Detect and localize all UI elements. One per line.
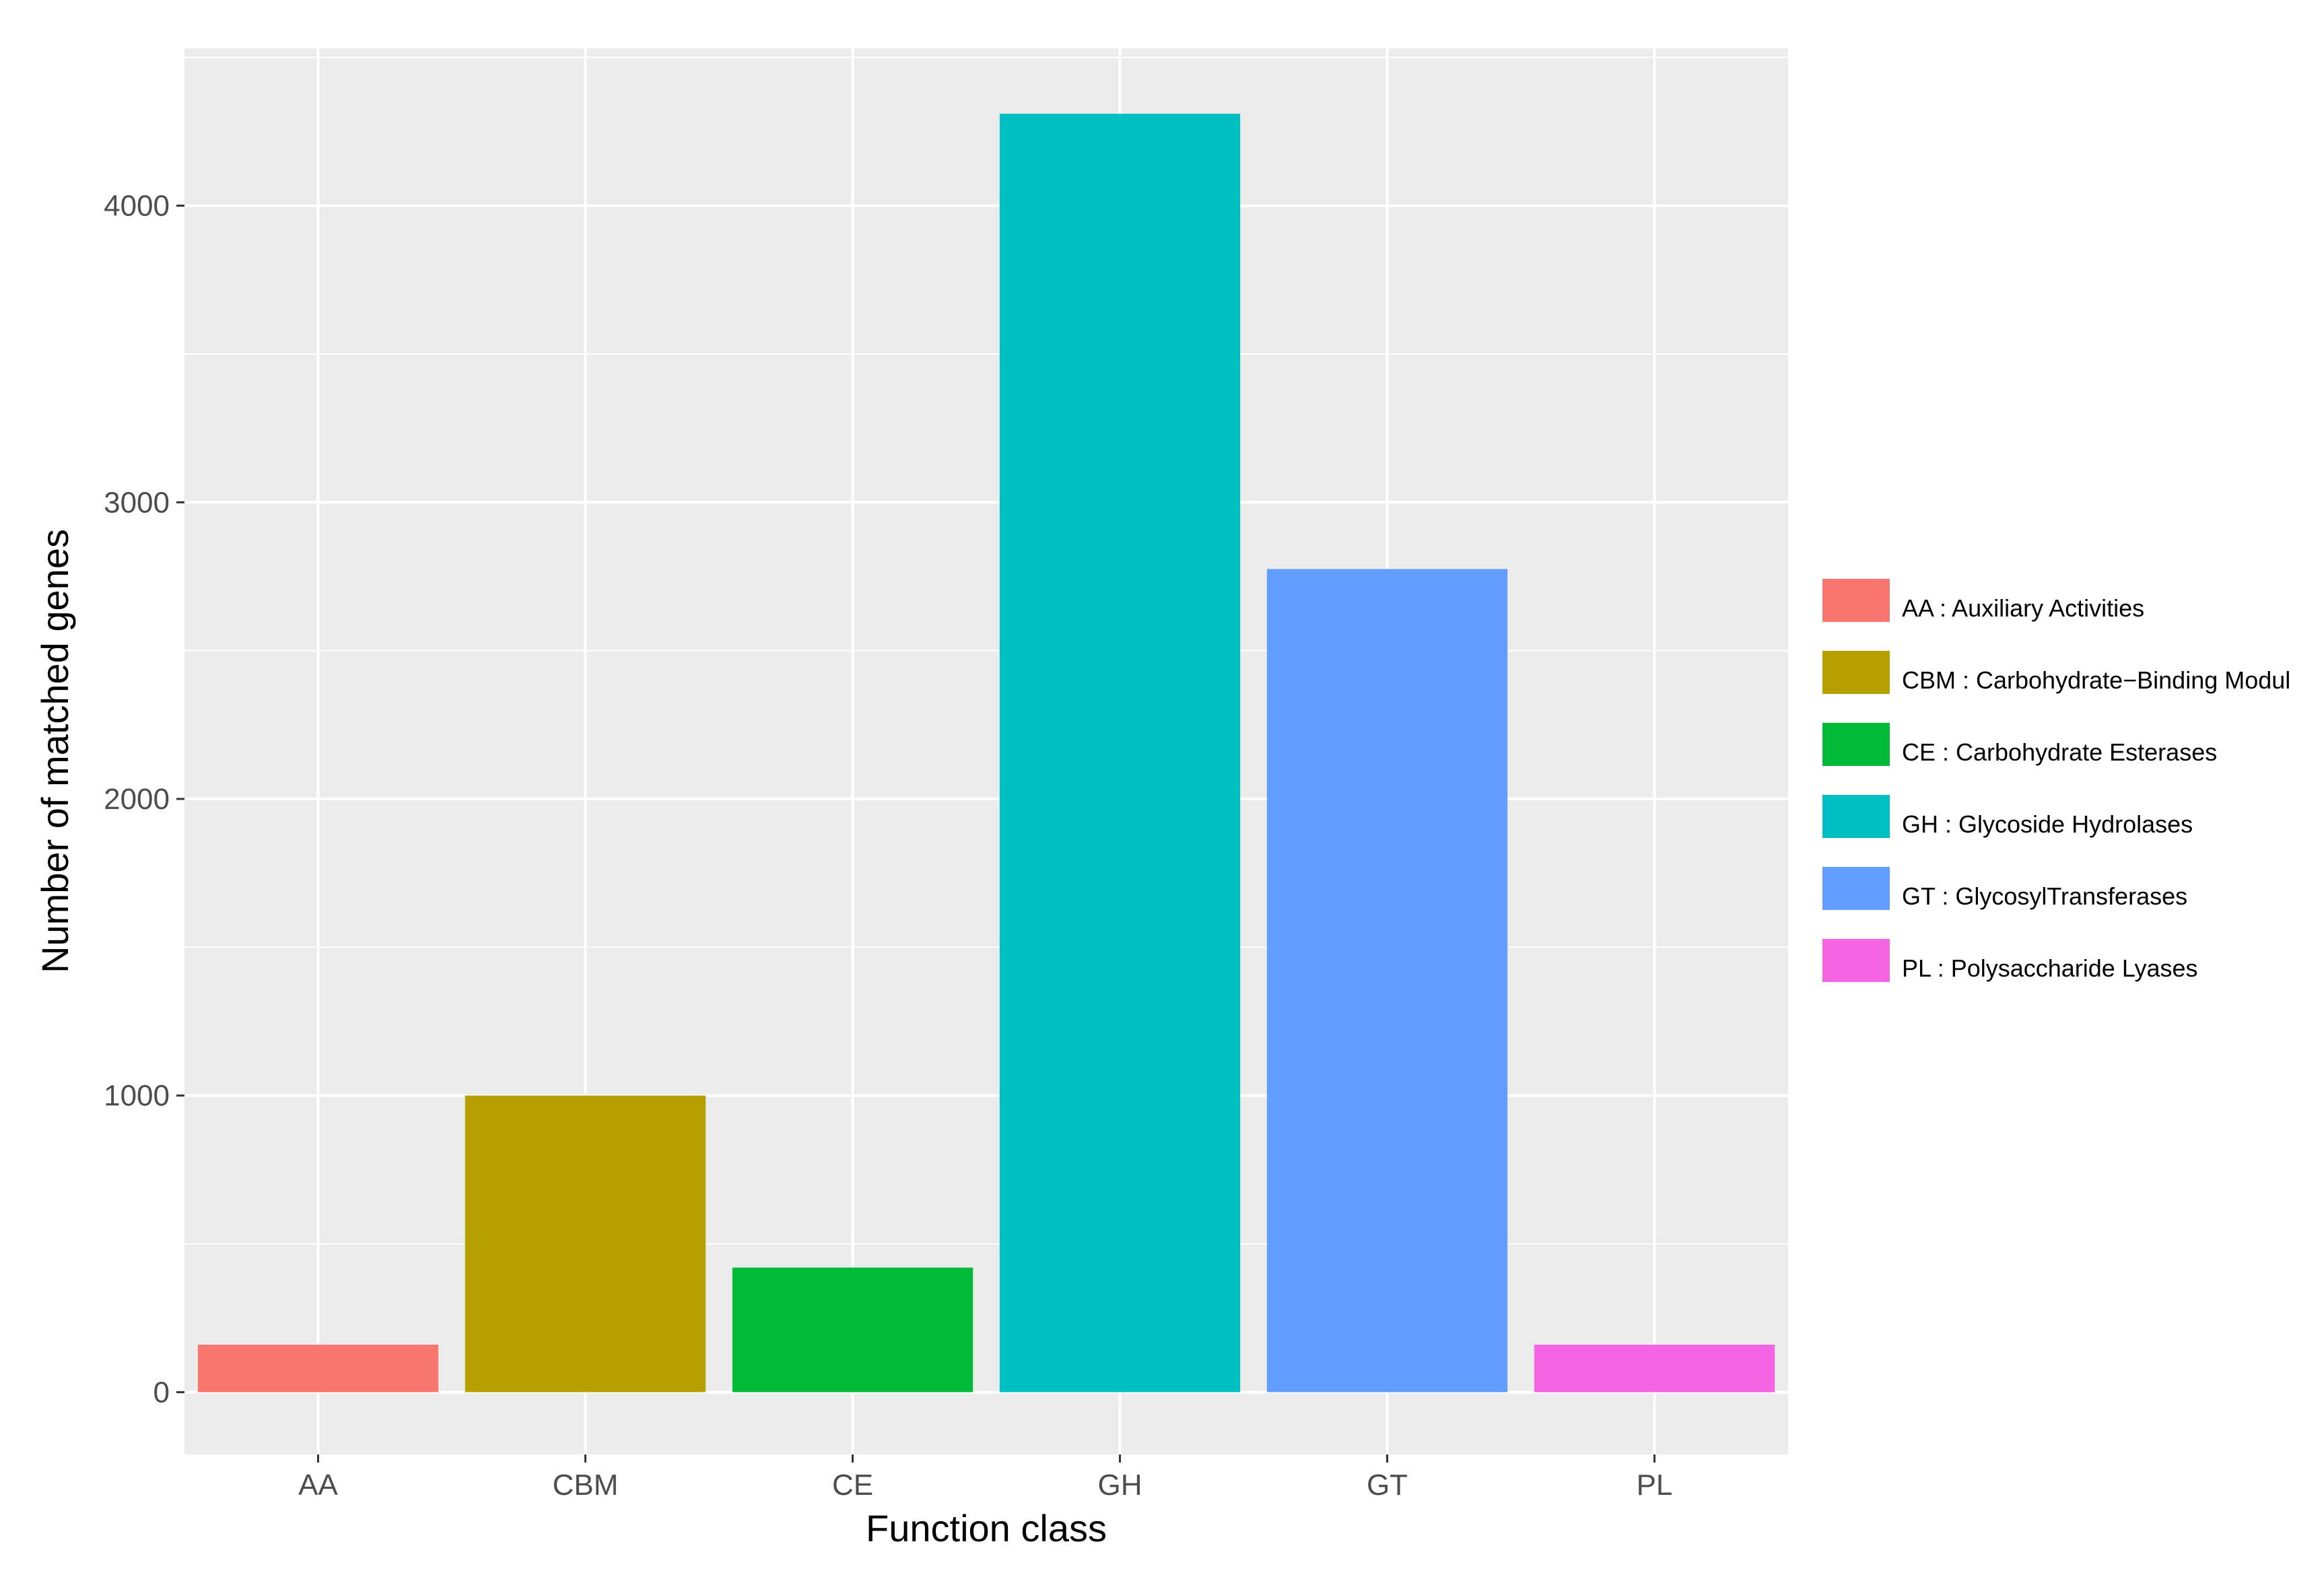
y-tick-label: 0 [153, 1376, 170, 1409]
y-axis: 0 1000 2000 3000 4000 [104, 190, 184, 1409]
bars [197, 113, 1775, 1393]
bar-pl [1534, 1344, 1775, 1393]
plot-panel [184, 48, 1788, 1454]
bar-ce [732, 1267, 973, 1393]
y-tick-label: 1000 [104, 1080, 170, 1113]
legend-label: CBM : Carbohydrate−Binding Modul [1902, 666, 2290, 694]
bar-cbm [465, 1095, 706, 1393]
x-tick-label: CE [832, 1469, 873, 1502]
y-tick-label: 3000 [104, 486, 170, 519]
x-tick-label: AA [298, 1469, 338, 1502]
x-axis-title: Function class [866, 1507, 1107, 1549]
legend-key [1822, 651, 1890, 694]
legend-label: GH : Glycoside Hydrolases [1902, 810, 2193, 838]
bar-gt [1266, 569, 1508, 1393]
x-tick-label: GH [1098, 1469, 1142, 1502]
legend-label: PL : Polysaccharide Lyases [1902, 954, 2198, 982]
legend-key [1822, 867, 1890, 910]
legend: AA : Auxiliary Activities CBM : Carbohydr… [1822, 579, 2290, 982]
y-tick-label: 2000 [104, 783, 170, 816]
grid-minor [184, 57, 1788, 1245]
x-tick-label: GT [1367, 1469, 1408, 1502]
legend-key [1822, 795, 1890, 838]
bar-gh [999, 113, 1241, 1393]
y-tick-label: 4000 [104, 190, 170, 223]
x-tick-label: PL [1637, 1469, 1673, 1502]
legend-label: AA : Auxiliary Activities [1902, 594, 2144, 622]
legend-key [1822, 579, 1890, 622]
y-axis-title: Number of matched genes [34, 529, 76, 973]
legend-key [1822, 723, 1890, 766]
x-tick-label: CBM [553, 1469, 619, 1502]
legend-label: GT : GlycosylTransferases [1902, 882, 2187, 910]
legend-key [1822, 939, 1890, 982]
x-axis: AA CBM CE GH GT PL [298, 1454, 1672, 1502]
bar-aa [197, 1344, 439, 1393]
legend-label: CE : Carbohydrate Esterases [1902, 738, 2217, 766]
